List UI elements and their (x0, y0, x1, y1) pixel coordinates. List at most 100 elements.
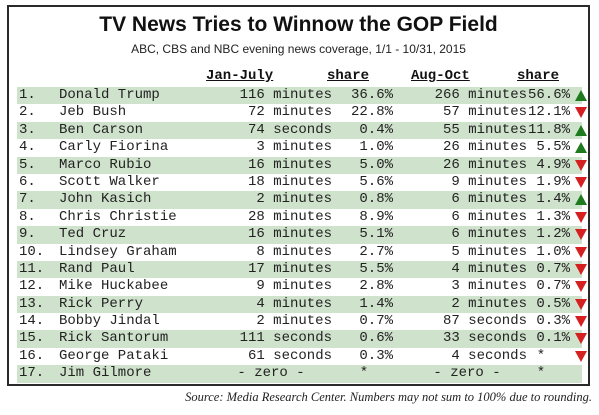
jan-july-share-cell: 0.4% (359, 121, 393, 138)
aug-oct-coverage-cell: 26 minutes (442, 156, 527, 173)
jan-july-coverage-cell: 74 seconds (247, 121, 332, 138)
rank-cell: 9. (19, 226, 36, 243)
jan-july-coverage-cell: 9 minutes (256, 278, 332, 295)
down-arrow-icon (575, 333, 587, 345)
aug-oct-coverage-cell: 26 minutes (442, 139, 527, 156)
rank-cell: 2. (19, 104, 36, 121)
aug-oct-share-cell: 56.6% (527, 87, 570, 103)
table-row: 1. Donald Trump 116 minutes 36.6% 266 minute… (17, 87, 587, 105)
candidate-name-cell: Rick Perry (59, 295, 144, 312)
rank-cell: 4. (19, 139, 36, 156)
jan-july-coverage-cell: 17 minutes (247, 260, 332, 277)
aug-oct-coverage-cell: 87 seconds (442, 313, 527, 330)
candidate-name-cell: Donald Trump (59, 87, 160, 103)
source-note: Source: Media Research Center. Numbers m… (185, 390, 592, 404)
rank-cell: 15. (19, 330, 45, 347)
table-body: 1. Donald Trump 116 minutes 36.6% 266 minute… (17, 87, 587, 383)
candidate-name-cell: Bobby Jindal (59, 313, 160, 330)
down-arrow-icon (575, 246, 587, 258)
table-row: 12. Mike Huckabee 9 minutes 2.8% 3 minutes 0.… (17, 278, 587, 295)
column-header-jan-july: Jan-July (206, 68, 274, 84)
aug-oct-share-cell: 0.5% (536, 295, 570, 312)
table-row: 4. Carly Fiorina 3 minutes 1.0% 26 minutes 5.… (17, 139, 587, 156)
rank-cell: 17. (19, 365, 45, 382)
rank-cell: 10. (19, 243, 45, 260)
aug-oct-share-cell: * (536, 347, 546, 364)
jan-july-coverage-cell: - zero - (237, 365, 305, 382)
aug-oct-coverage-cell: 5 minutes (451, 243, 527, 260)
jan-july-share-cell: 5.5% (359, 260, 393, 277)
candidate-name-cell: Jeb Bush (59, 104, 127, 121)
table-row: 14. Bobby Jindal 2 minutes 0.7% 87 seconds 0.… (17, 313, 587, 330)
chart-subtitle: ABC, CBS and NBC evening news coverage, … (131, 42, 466, 56)
down-arrow-icon (575, 176, 587, 188)
jan-july-coverage-cell: 8 minutes (256, 243, 332, 260)
jan-july-share-cell: 0.6% (359, 330, 393, 347)
table-row: 2. Jeb Bush 72 minutes 22.8% 57 minutes 12.1% (17, 104, 587, 121)
jan-july-share-cell: 8.9% (359, 208, 393, 225)
candidate-name-cell: Lindsey Graham (59, 243, 177, 260)
aug-oct-coverage-cell: 9 minutes (451, 173, 527, 190)
aug-oct-coverage-cell: 6 minutes (451, 226, 527, 243)
table-row: 8. Chris Christie 28 minutes 8.9% 6 minutes 1… (17, 208, 587, 226)
aug-oct-share-cell: 11.8% (527, 121, 570, 138)
jan-july-share-cell: 0.8% (359, 191, 393, 208)
jan-july-share-cell: 0.7% (359, 313, 393, 330)
candidate-name-cell: Carly Fiorina (59, 139, 169, 156)
down-arrow-icon (575, 298, 587, 310)
column-header-share-1: share (327, 68, 370, 84)
jan-july-coverage-cell: 2 minutes (256, 313, 332, 330)
aug-oct-share-cell: 12.1% (527, 104, 570, 121)
table-row: 15. Rick Santorum 111 seconds 0.6% 33 second… (17, 330, 587, 348)
table-row: 13. Rick Perry 4 minutes 1.4% 2 minutes 0.5% (17, 295, 587, 314)
aug-oct-coverage-cell: - zero - (433, 365, 501, 382)
aug-oct-share-cell: * (536, 365, 546, 382)
aug-oct-coverage-cell: 6 minutes (451, 191, 527, 208)
jan-july-share-cell: 2.7% (359, 243, 393, 260)
rank-cell: 8. (19, 208, 36, 225)
aug-oct-coverage-cell: 3 minutes (451, 278, 527, 295)
jan-july-share-cell: 5.1% (359, 226, 393, 243)
aug-oct-coverage-cell: 2 minutes (451, 295, 527, 312)
jan-july-share-cell: 36.6% (350, 87, 393, 103)
jan-july-share-cell: 5.6% (359, 173, 393, 190)
aug-oct-share-cell: 1.2% (536, 226, 570, 243)
down-arrow-icon (575, 281, 587, 293)
down-arrow-icon (575, 211, 587, 223)
rank-cell: 3. (19, 121, 36, 138)
candidate-name-cell: Jim Gilmore (59, 365, 152, 382)
up-arrow-icon (575, 124, 587, 136)
rank-cell: 7. (19, 191, 36, 208)
aug-oct-share-cell: 1.9% (536, 173, 570, 190)
jan-july-coverage-cell: 28 minutes (247, 208, 332, 225)
jan-july-coverage-cell: 18 minutes (247, 173, 332, 190)
table-row: 17. Jim Gilmore - zero - * - zero - * (17, 365, 582, 383)
candidate-name-cell: Mike Huckabee (59, 278, 169, 295)
candidate-name-cell: John Kasich (59, 191, 152, 208)
jan-july-coverage-cell: 116 minutes (239, 87, 332, 103)
table-row: 5. Marco Rubio 16 minutes 5.0% 26 minutes 4.9… (17, 156, 587, 174)
jan-july-share-cell: 0.3% (359, 347, 393, 364)
aug-oct-coverage-cell: 4 seconds (451, 347, 527, 364)
rank-cell: 16. (19, 347, 45, 364)
aug-oct-share-cell: 0.7% (536, 278, 570, 295)
aug-oct-coverage-cell: 57 minutes (442, 104, 527, 121)
candidate-name-cell: Rick Santorum (59, 330, 169, 347)
candidate-name-cell: Scott Walker (59, 173, 160, 190)
jan-july-share-cell: 1.0% (359, 139, 393, 156)
rank-cell: 5. (19, 156, 36, 173)
table-row: 7. John Kasich 2 minutes 0.8% 6 minutes 1.4% (17, 191, 587, 209)
candidate-name-cell: Chris Christie (59, 208, 177, 225)
aug-oct-share-cell: 0.3% (536, 313, 570, 330)
aug-oct-coverage-cell: 55 minutes (442, 121, 527, 138)
down-arrow-icon (575, 316, 587, 328)
aug-oct-share-cell: 5.5% (536, 139, 570, 156)
rank-cell: 11. (19, 260, 45, 277)
candidate-name-cell: Ted Cruz (59, 226, 127, 243)
jan-july-coverage-cell: 4 minutes (256, 295, 332, 312)
aug-oct-share-cell: 0.7% (536, 260, 570, 277)
table-row: 6. Scott Walker 18 minutes 5.6% 9 minutes 1.9… (17, 173, 587, 191)
jan-july-coverage-cell: 2 minutes (256, 191, 332, 208)
aug-oct-share-cell: 1.0% (536, 243, 570, 260)
down-arrow-icon (575, 159, 587, 171)
